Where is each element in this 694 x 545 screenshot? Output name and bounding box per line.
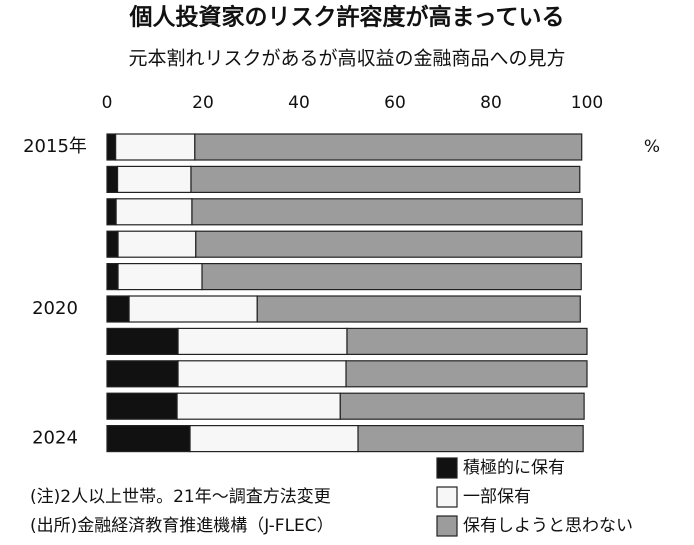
bar-segment xyxy=(346,327,588,355)
bar-segment xyxy=(357,425,584,453)
chart-title: 個人投資家のリスク許容度が高まっている xyxy=(129,4,565,31)
source: (出所)金融経済教育推進機構（J-FLEC） xyxy=(30,516,334,536)
bar-segment xyxy=(115,133,196,161)
bar-segment xyxy=(256,295,581,323)
bar-segment xyxy=(117,230,197,258)
bar-segment xyxy=(339,392,585,420)
bar-segment xyxy=(106,165,119,193)
y-tick-label: 2024 xyxy=(32,428,78,449)
unit-label: % xyxy=(644,137,660,157)
bar-segment xyxy=(106,133,117,161)
bar-segment xyxy=(345,360,588,388)
bar-segment xyxy=(189,425,359,453)
bar-segment xyxy=(201,263,582,291)
bar-segment xyxy=(106,360,179,388)
legend-swatch xyxy=(436,486,458,508)
legend-swatch xyxy=(436,457,458,479)
bar-segment xyxy=(191,198,583,226)
note: (注)2人以上世帯。21年～調査方法変更 xyxy=(30,487,331,507)
x-tick-label: 40 xyxy=(288,93,310,113)
legend-label: 積極的に保有 xyxy=(463,458,565,478)
legend-label: 一部保有 xyxy=(463,487,531,507)
bar-segment xyxy=(194,133,583,161)
x-tick-label: 20 xyxy=(192,93,214,113)
bar-segment xyxy=(115,198,193,226)
x-tick-label: 80 xyxy=(480,93,502,113)
y-tick-label: 2020 xyxy=(32,298,78,319)
bar-segment xyxy=(106,198,117,226)
y-tick-label: 2015年 xyxy=(23,136,87,157)
bar-segment xyxy=(106,327,179,355)
x-tick-label: 0 xyxy=(102,93,113,113)
bar-segment xyxy=(106,263,119,291)
bar-segment xyxy=(106,295,130,323)
bar-segment xyxy=(190,165,581,193)
bar-segment xyxy=(116,165,192,193)
bar-segment xyxy=(106,392,178,420)
legend-swatch xyxy=(436,515,458,537)
bar-segment xyxy=(128,295,258,323)
bar-segment xyxy=(117,263,203,291)
bar-segment xyxy=(195,230,583,258)
chart-subtitle: 元本割れリスクがあるが高収益の金融商品への見方 xyxy=(128,48,565,70)
bar-segment xyxy=(106,230,119,258)
bar-segment xyxy=(177,327,348,355)
bar-segment xyxy=(177,360,347,388)
bar-segment xyxy=(176,392,341,420)
bar-segment xyxy=(106,425,191,453)
x-tick-label: 100 xyxy=(571,93,603,113)
legend-label: 保有しようと思わない xyxy=(463,516,633,536)
x-tick-label: 60 xyxy=(384,93,406,113)
